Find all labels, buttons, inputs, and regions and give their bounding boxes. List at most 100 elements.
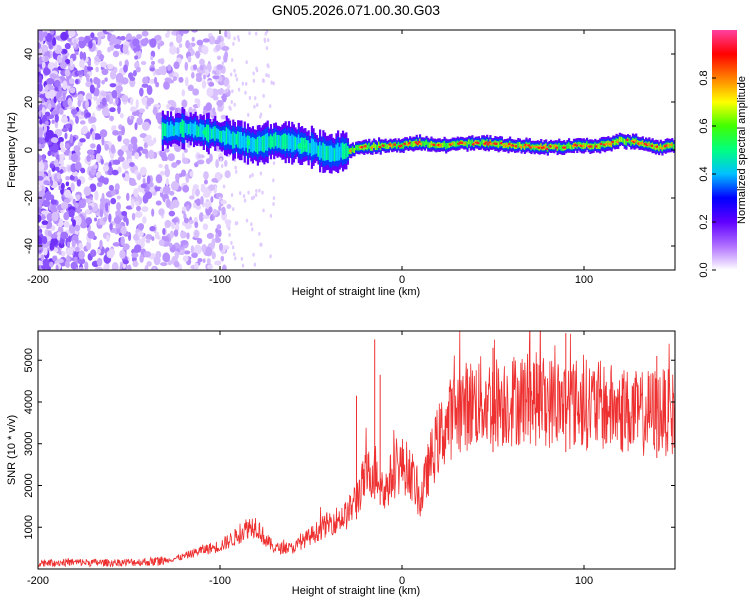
spectrogram-cell [98, 54, 105, 60]
spectrogram-cell [102, 165, 109, 172]
spectrogram-cell [190, 72, 195, 79]
ridge-inner [224, 130, 227, 146]
spectrogram-cell [206, 232, 214, 239]
x-tick-label: 0 [399, 274, 405, 286]
spectrogram-cell [163, 80, 170, 90]
spectrogram-cell [193, 244, 202, 255]
spectrogram-cell [120, 225, 127, 235]
spectrogram-cell [50, 199, 57, 205]
spectrogram-cell [106, 234, 110, 243]
ridge-inner [620, 136, 623, 142]
spectrogram-cell [243, 198, 247, 203]
ridge-inner [363, 144, 366, 151]
spectrogram-cell [49, 261, 54, 268]
spectrogram-x-label: Height of straight line (km) [292, 286, 420, 298]
spectrogram-cell [245, 218, 249, 223]
spectrogram-cell [56, 172, 61, 180]
ridge-inner [466, 141, 469, 148]
ridge-inner [618, 136, 621, 143]
spectrogram-cell [105, 202, 109, 212]
snr-x-ticks: -200 -100 0 100 [27, 331, 593, 587]
spectrogram-cell [226, 88, 229, 93]
spectrogram-cell [158, 239, 165, 247]
spectrogram-cell [40, 224, 47, 229]
ridge-inner [292, 135, 295, 152]
spectrogram-cell [63, 211, 70, 221]
spectrogram-cell [109, 115, 115, 122]
spectrogram-cell [143, 142, 149, 149]
spectrogram-cell [272, 81, 275, 86]
spectrogram-cell [259, 171, 263, 176]
ridge-inner [599, 142, 602, 150]
ridge-inner [341, 142, 345, 160]
spectrogram-cell [43, 247, 48, 256]
spectrogram-cell [117, 87, 121, 97]
ridge-inner [422, 140, 425, 146]
ridge-inner [297, 134, 300, 152]
spectrogram-cell [38, 260, 43, 266]
spectrogram-cell [222, 264, 227, 270]
spectrogram-cell [210, 196, 214, 203]
ridge-inner [559, 144, 562, 151]
ridge-inner [659, 143, 662, 150]
spectrogram-cell [135, 43, 141, 52]
ridge-inner [376, 144, 379, 151]
spectrogram-cell [125, 192, 130, 201]
spectrogram-cell [65, 175, 71, 181]
spectrogram-cell [48, 39, 53, 49]
spectrogram-cell [174, 250, 179, 260]
spectrogram-cell [165, 198, 171, 209]
spectrogram-cell [50, 233, 58, 239]
spectrogram-cell [45, 190, 52, 201]
spectrogram-cell [107, 46, 111, 53]
spectrogram-cell [38, 66, 41, 73]
spectrogram-cell [64, 42, 71, 50]
ridge-inner [196, 124, 199, 138]
ridge-inner [281, 134, 284, 150]
spectrogram-cell [69, 133, 74, 144]
spectrogram-cell [202, 214, 210, 219]
spectrogram-cell [183, 250, 191, 255]
spectrogram-cell [38, 137, 44, 144]
spectrogram-cell [51, 211, 59, 222]
spectrogram-cell [138, 108, 145, 114]
spectrogram-cell [94, 266, 103, 270]
spectrogram-cell [218, 196, 222, 201]
ridge-inner [194, 121, 197, 136]
spectrogram-cell [221, 61, 225, 66]
spectrogram-cell [117, 166, 122, 174]
spectrogram-cell [40, 44, 49, 53]
spectrogram-cell [74, 161, 82, 171]
spectrogram-cell [208, 206, 213, 213]
spectrogram-cell [61, 116, 68, 124]
spectrogram-cell [80, 168, 86, 174]
spectrogram-cell [135, 66, 141, 73]
ridge-inner [214, 126, 217, 141]
spectrogram-cell [144, 264, 149, 270]
spectrogram-cell [38, 42, 41, 50]
spectrogram-cell [251, 227, 254, 232]
ridge-inner [384, 142, 387, 149]
spectrogram-cell [134, 169, 139, 176]
spectrogram-cell [253, 262, 257, 267]
ridge-inner [453, 141, 456, 147]
spectrogram-cell [70, 153, 79, 163]
spectrogram-cell [139, 87, 144, 97]
spectrogram-cell [49, 73, 57, 79]
ridge-inner [522, 143, 525, 149]
spectrogram-cell [233, 102, 236, 107]
ridge-inner [178, 122, 181, 137]
ridge-inner [558, 143, 561, 150]
spectrogram-cell [94, 190, 99, 201]
spectrogram-cell [82, 51, 87, 61]
spectrogram-cell [226, 204, 232, 209]
spectrogram-cell [38, 122, 44, 127]
ridge-inner [235, 133, 238, 145]
spectrogram-cell [252, 195, 256, 200]
spectrogram-cell [109, 223, 113, 231]
ridge-inner [274, 132, 277, 147]
spectrogram-cell [101, 79, 106, 85]
spectrogram-cell [205, 158, 211, 165]
spectrogram-cell [154, 231, 160, 240]
y-tick-label: 20 [23, 96, 35, 108]
